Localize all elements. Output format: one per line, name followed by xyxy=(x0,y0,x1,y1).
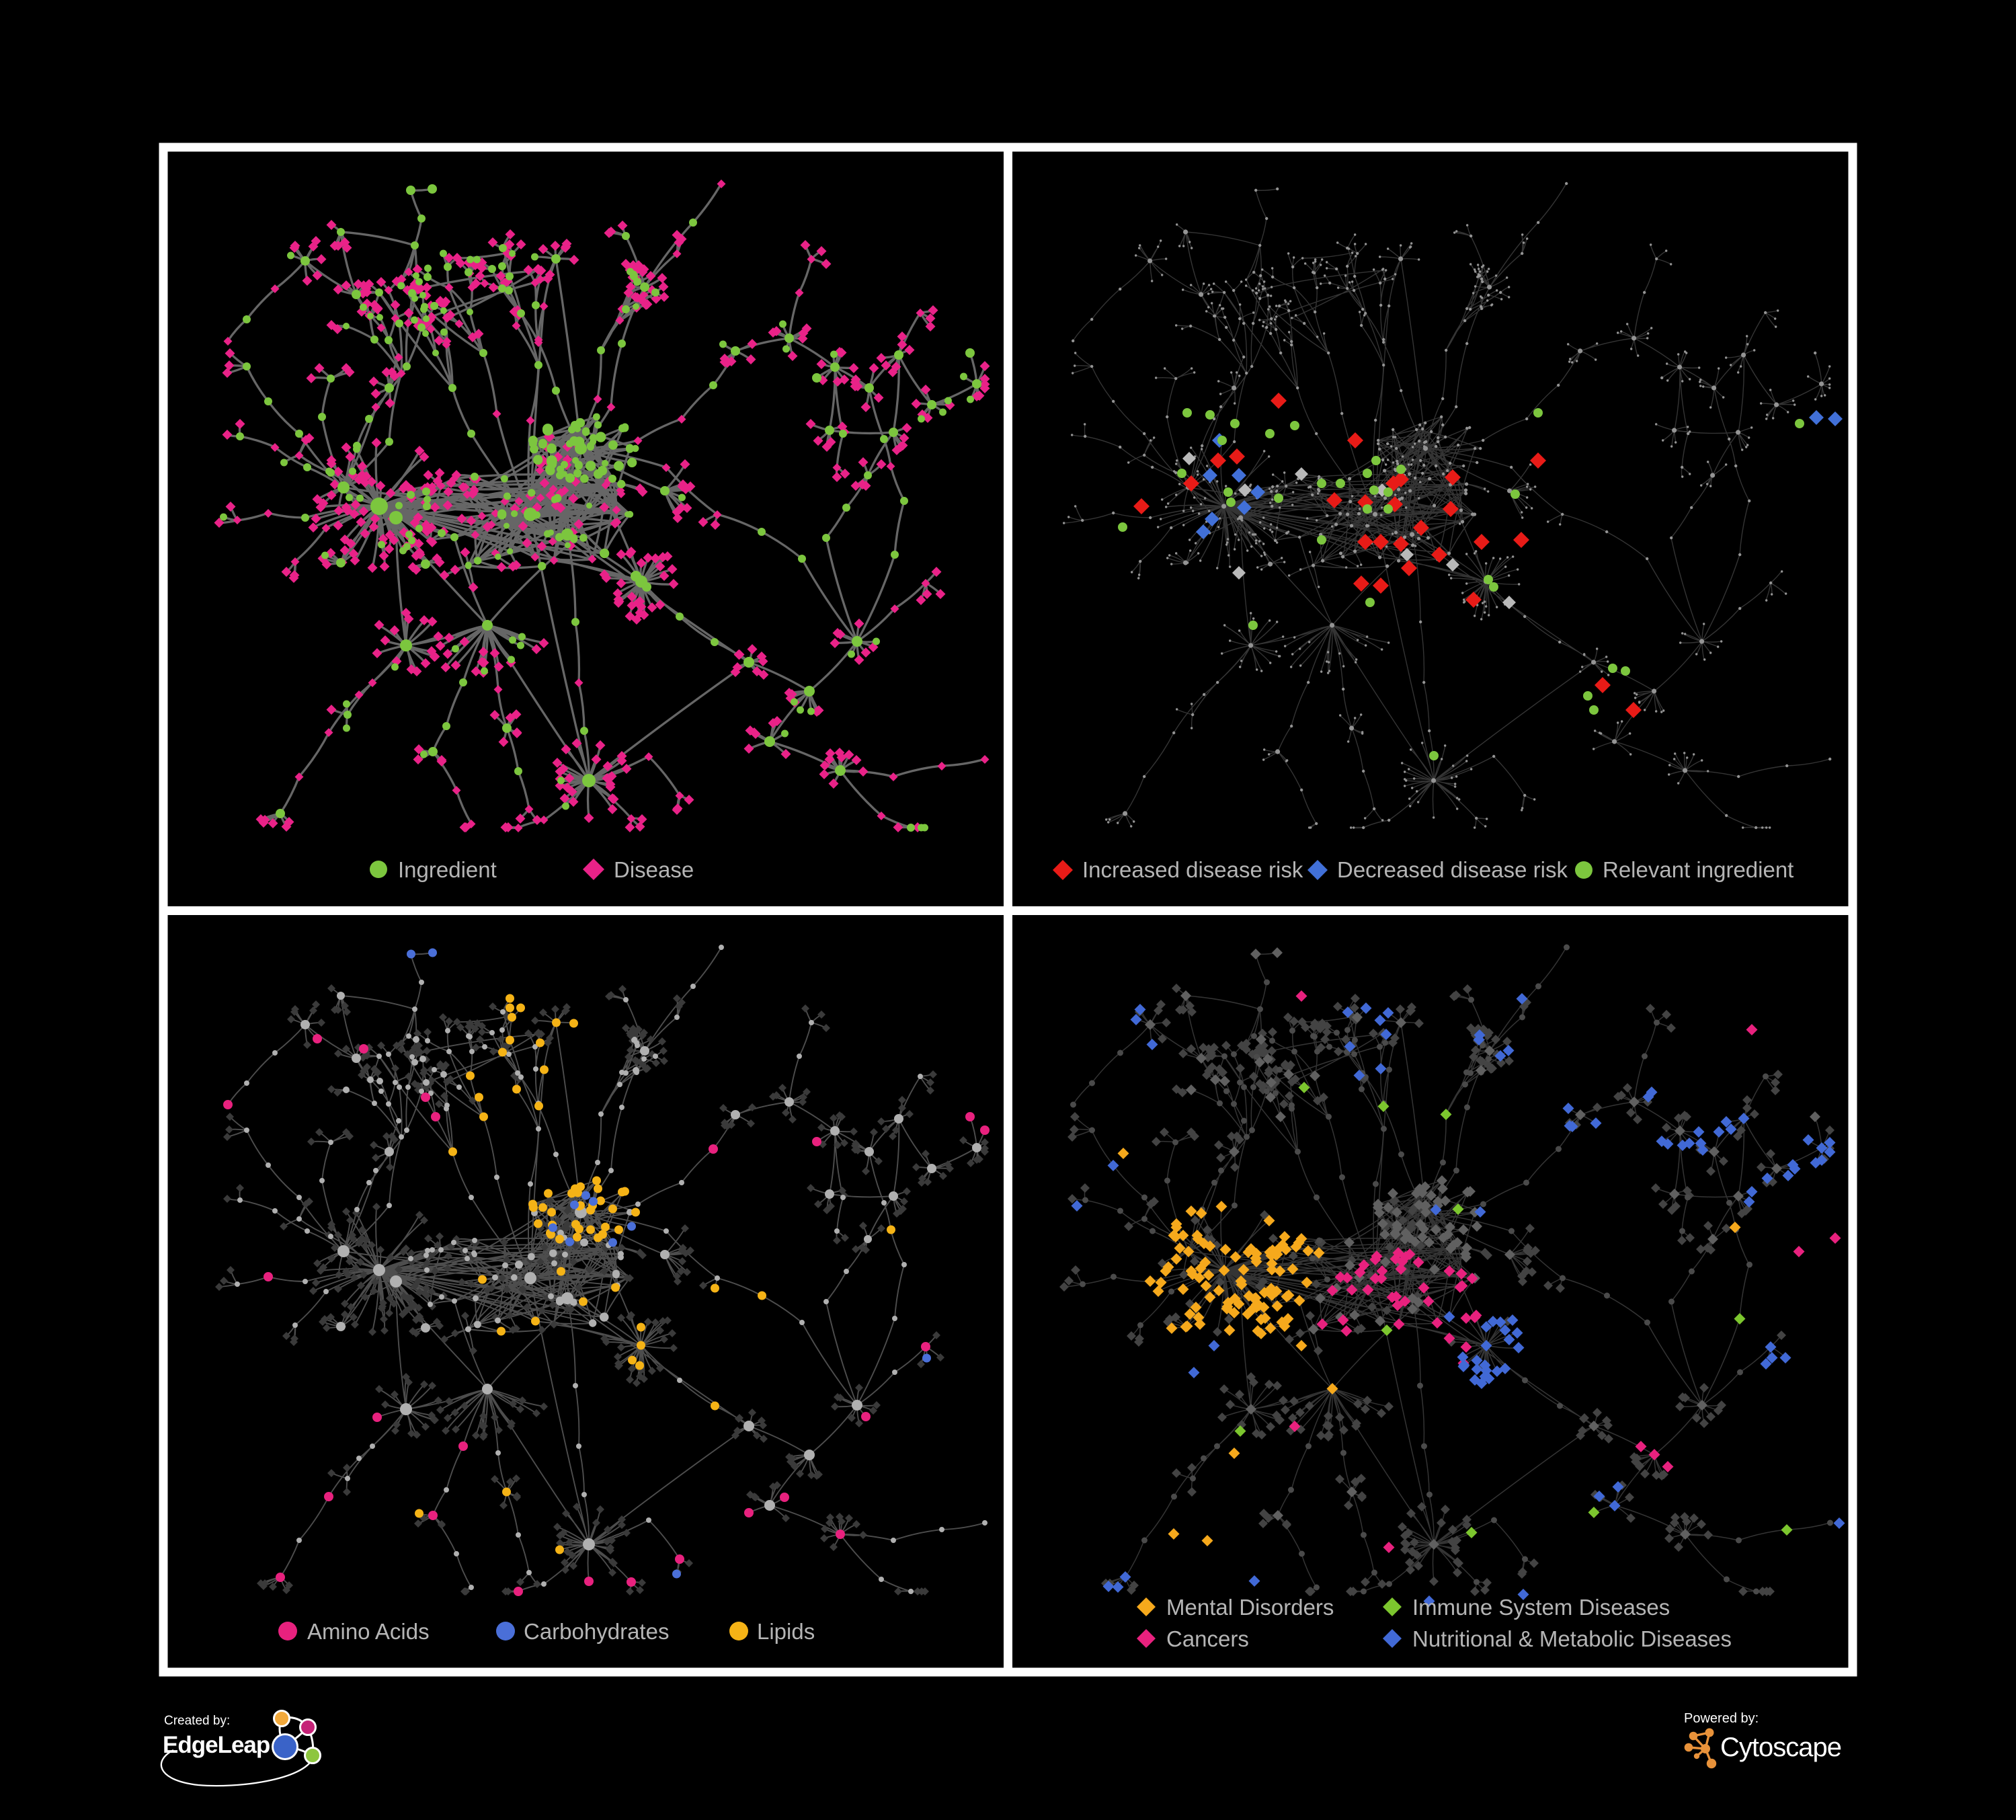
svg-text:Cancers: Cancers xyxy=(1166,1626,1249,1651)
svg-text:Lipids: Lipids xyxy=(757,1619,815,1644)
svg-text:Increased disease risk: Increased disease risk xyxy=(1082,857,1303,882)
svg-text:Cytoscape: Cytoscape xyxy=(1720,1733,1841,1762)
svg-text:Decreased disease risk: Decreased disease risk xyxy=(1337,857,1568,882)
svg-text:Ingredient: Ingredient xyxy=(398,857,497,882)
svg-text:Amino Acids: Amino Acids xyxy=(307,1619,430,1644)
svg-text:Nutritional & Metabolic Diseas: Nutritional & Metabolic Diseases xyxy=(1412,1626,1732,1651)
svg-text:Created by:: Created by: xyxy=(164,1714,230,1728)
svg-text:Mental Disorders: Mental Disorders xyxy=(1166,1595,1334,1620)
svg-text:EdgeLeap: EdgeLeap xyxy=(163,1732,270,1758)
svg-text:Powered by:: Powered by: xyxy=(1684,1711,1759,1726)
svg-text:Immune System Diseases: Immune System Diseases xyxy=(1412,1595,1670,1620)
svg-text:Carbohydrates: Carbohydrates xyxy=(524,1619,669,1644)
svg-text:Relevant ingredient: Relevant ingredient xyxy=(1603,857,1793,882)
svg-text:Disease: Disease xyxy=(614,857,694,882)
